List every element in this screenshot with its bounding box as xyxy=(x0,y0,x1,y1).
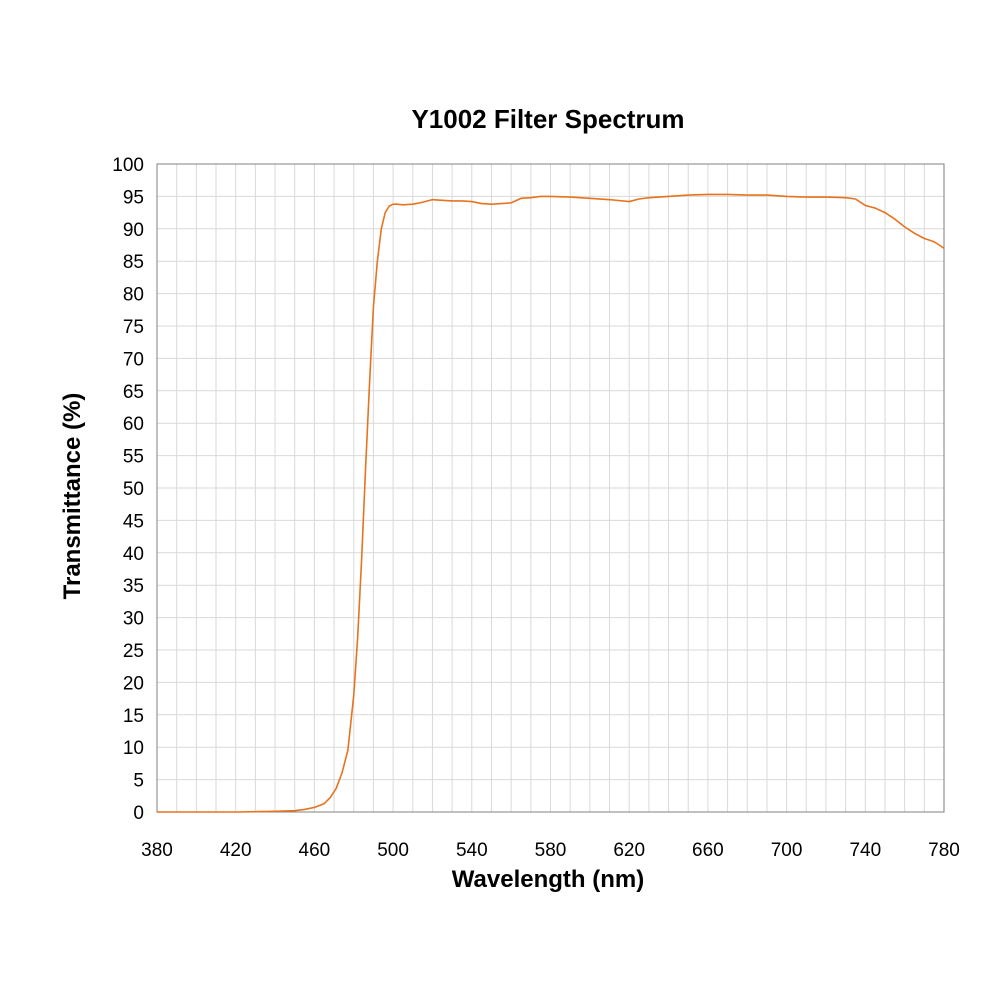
y-tick-label: 95 xyxy=(123,187,144,208)
x-tick-label: 420 xyxy=(220,840,252,861)
chart-title: Y1002 Filter Spectrum xyxy=(411,104,684,134)
y-tick-label: 25 xyxy=(123,641,144,662)
y-tick-label: 70 xyxy=(123,349,144,370)
x-tick-label: 460 xyxy=(299,840,331,861)
grid xyxy=(156,163,945,813)
y-tick-label: 20 xyxy=(123,673,144,694)
x-tick-labels: 380 420 460 500 540 580 620 660 700 740 780 xyxy=(141,840,960,861)
y-tick-label: 60 xyxy=(123,414,144,435)
y-tick-label: 65 xyxy=(123,382,144,403)
y-tick-label: 45 xyxy=(123,511,144,532)
y-tick-label: 75 xyxy=(123,317,144,338)
x-tick-label: 660 xyxy=(692,840,724,861)
y-tick-label: 30 xyxy=(123,609,144,630)
y-tick-label: 50 xyxy=(123,479,144,500)
x-tick-label: 620 xyxy=(613,840,645,861)
y-tick-label: 80 xyxy=(123,285,144,306)
y-tick-label: 100 xyxy=(112,155,144,176)
series-line xyxy=(157,193,945,813)
y-tick-label: 85 xyxy=(123,252,144,273)
y-tick-label: 10 xyxy=(123,738,144,759)
x-tick-label: 780 xyxy=(928,840,960,861)
y-tick-labels: 0 5 10 15 20 25 30 35 40 45 50 55 60 65 70 75 80 85 90 95 10… xyxy=(112,155,144,824)
x-tick-label: 380 xyxy=(141,840,173,861)
y-tick-label: 5 xyxy=(133,771,144,792)
x-tick-label: 540 xyxy=(456,840,488,861)
x-tick-label: 580 xyxy=(535,840,567,861)
y-tick-label: 35 xyxy=(123,576,144,597)
y-tick-label: 0 xyxy=(133,803,144,824)
x-axis-label: Wavelength (nm) xyxy=(452,866,644,893)
x-tick-label: 500 xyxy=(377,840,409,861)
y-tick-label: 90 xyxy=(123,220,144,241)
x-tick-label: 700 xyxy=(771,840,803,861)
x-tick-label: 740 xyxy=(849,840,881,861)
y-tick-label: 40 xyxy=(123,544,144,565)
plot-border xyxy=(156,163,945,813)
y-axis-label: Transmittance (%) xyxy=(59,393,86,600)
y-tick-label: 55 xyxy=(123,447,144,468)
y-tick-label: 15 xyxy=(123,706,144,727)
